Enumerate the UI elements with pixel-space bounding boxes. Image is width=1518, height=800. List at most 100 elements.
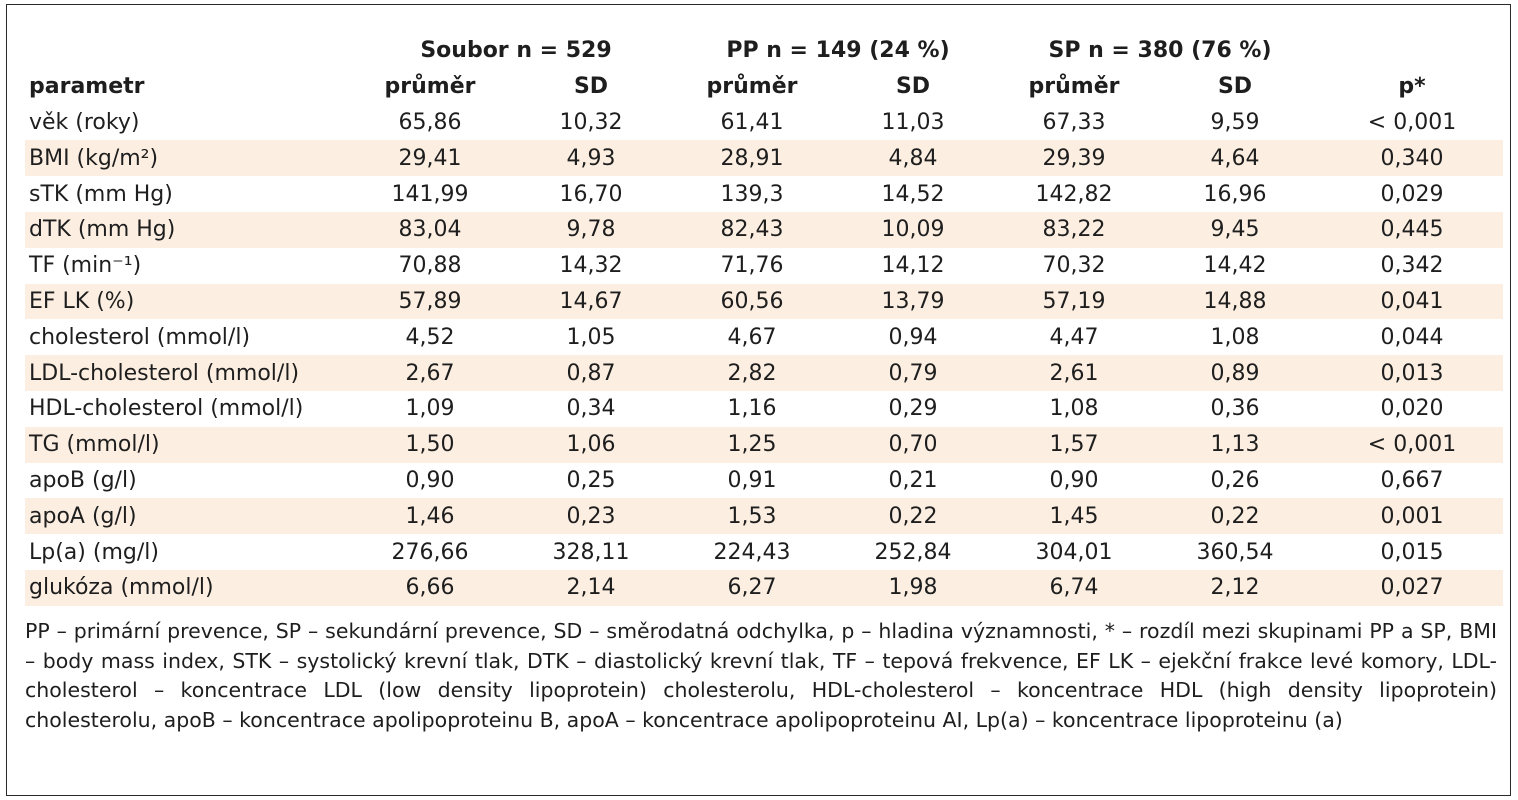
cell-sd-sp: 2,12 <box>1149 569 1321 606</box>
cell-prumer-soubor: 6,66 <box>355 569 505 606</box>
cell-prumer-soubor: 141,99 <box>391 181 469 207</box>
cell-prumer-sp: 70,32 <box>1042 253 1106 279</box>
row-label: dTK (mm Hg) <box>25 211 355 248</box>
cell-prumer-soubor: 0,90 <box>405 467 455 493</box>
cell-sd-pp: 13,79 <box>827 283 999 320</box>
cell-sd-pp: 0,29 <box>888 396 938 422</box>
table-row: Lp(a) (mg/l) 276,66 328,11 224,43 252,84 304,… <box>25 534 1503 570</box>
cell-sd-sp: 9,45 <box>1149 211 1321 248</box>
cell-sd-soubor: 14,32 <box>559 253 623 279</box>
table-row: LDL-cholesterol (mmol/l) 2,67 0,87 2,82 0,79… <box>25 355 1503 391</box>
column-header-prumer-sp: průměr <box>1028 74 1120 100</box>
column-header-prumer-pp: průměr <box>706 74 798 100</box>
row-label: glukóza (mmol/l) <box>25 569 355 606</box>
table-row: apoA (g/l) 1,46 0,23 1,53 0,22 1,45 0,22 0,001 <box>25 498 1503 535</box>
table-row: TG (mmol/l) 1,50 1,06 1,25 0,70 1,57 1,13 < 0,0… <box>25 426 1503 463</box>
cell-sd-soubor: 10,32 <box>559 109 623 135</box>
cell-prumer-sp: 1,57 <box>999 426 1149 463</box>
cell-prumer-pp: 1,53 <box>677 498 827 535</box>
table-row: věk (roky) 65,86 10,32 61,41 11,03 67,33 9,59 <… <box>25 105 1503 141</box>
cell-prumer-pp: 61,41 <box>720 109 784 135</box>
data-table: Soubor n = 529 PP n = 149 (24 %) SP n = … <box>25 33 1503 606</box>
cell-sd-soubor: 14,67 <box>505 283 677 320</box>
cell-prumer-soubor: 2,67 <box>355 355 505 391</box>
cell-p-value: 0,041 <box>1321 283 1503 320</box>
column-header-p: p* <box>1398 74 1426 100</box>
cell-prumer-soubor: 1,46 <box>355 498 505 535</box>
cell-prumer-soubor: 1,50 <box>355 426 505 463</box>
group-header-row: Soubor n = 529 PP n = 149 (24 %) SP n = … <box>25 33 1503 69</box>
table-row: sTK (mm Hg) 141,99 16,70 139,3 14,52 142,82 16… <box>25 176 1503 212</box>
cell-sd-sp: 9,59 <box>1210 109 1260 135</box>
cell-sd-soubor: 1,05 <box>566 324 616 350</box>
row-label: HDL-cholesterol (mmol/l) <box>29 396 304 422</box>
cell-prumer-pp: 6,27 <box>677 569 827 606</box>
cell-sd-soubor: 2,14 <box>505 569 677 606</box>
cell-sd-sp: 14,42 <box>1203 253 1267 279</box>
table-frame: Soubor n = 529 PP n = 149 (24 %) SP n = … <box>6 4 1511 796</box>
cell-prumer-soubor: 276,66 <box>391 539 469 565</box>
column-header-parametr: parametr <box>29 74 145 100</box>
cell-prumer-pp: 1,25 <box>677 426 827 463</box>
table-row: cholesterol (mmol/l) 4,52 1,05 4,67 0,94 4,47… <box>25 319 1503 355</box>
column-header-sd-sp: SD <box>1217 74 1253 100</box>
cell-p-value: 0,029 <box>1380 181 1444 207</box>
group-header-empty <box>25 33 355 69</box>
cell-p-value: 0,013 <box>1321 355 1503 391</box>
cell-sd-pp: 4,84 <box>827 140 999 177</box>
cell-sd-soubor: 9,78 <box>505 211 677 248</box>
row-label: Lp(a) (mg/l) <box>29 539 159 565</box>
cell-sd-pp: 1,98 <box>827 569 999 606</box>
cell-p-value: 0,001 <box>1321 498 1503 535</box>
column-header-sd-pp: SD <box>895 74 931 100</box>
cell-prumer-sp: 2,61 <box>999 355 1149 391</box>
table-row: BMI (kg/m²) 29,41 4,93 28,91 4,84 29,39 4,64 0,… <box>25 140 1503 177</box>
cell-prumer-sp: 1,45 <box>999 498 1149 535</box>
row-label: věk (roky) <box>29 109 140 135</box>
column-header-row: parametr průměr SD průměr SD průměr SD p… <box>25 69 1503 105</box>
cell-sd-pp: 14,52 <box>881 181 945 207</box>
cell-prumer-soubor: 57,89 <box>355 283 505 320</box>
cell-p-value: < 0,001 <box>1321 426 1503 463</box>
cell-prumer-sp: 67,33 <box>1042 109 1106 135</box>
cell-sd-pp: 11,03 <box>881 109 945 135</box>
row-label: EF LK (%) <box>25 283 355 320</box>
table-row: EF LK (%) 57,89 14,67 60,56 13,79 57,19 14,88 0… <box>25 283 1503 320</box>
row-label: sTK (mm Hg) <box>29 181 173 207</box>
cell-prumer-pp: 139,3 <box>720 181 784 207</box>
cell-prumer-pp: 4,67 <box>727 324 777 350</box>
table-body: věk (roky) 65,86 10,32 61,41 11,03 67,33 9,59 <… <box>25 105 1503 606</box>
group-header-p-empty <box>1321 33 1503 69</box>
table-row: HDL-cholesterol (mmol/l) 1,09 0,34 1,16 0,29… <box>25 391 1503 427</box>
cell-sd-sp: 0,89 <box>1149 355 1321 391</box>
cell-prumer-sp: 83,22 <box>999 211 1149 248</box>
cell-sd-pp: 0,22 <box>827 498 999 535</box>
cell-sd-sp: 4,64 <box>1149 140 1321 177</box>
row-label: cholesterol (mmol/l) <box>29 324 251 350</box>
cell-p-value: 0,342 <box>1380 253 1444 279</box>
cell-prumer-soubor: 4,52 <box>405 324 455 350</box>
cell-p-value: 0,445 <box>1321 211 1503 248</box>
cell-prumer-pp: 1,16 <box>727 396 777 422</box>
row-label: apoA (g/l) <box>25 498 355 535</box>
table-row: TF (min⁻¹) 70,88 14,32 71,76 14,12 70,32 14,42… <box>25 248 1503 284</box>
cell-sd-sp: 1,13 <box>1149 426 1321 463</box>
cell-sd-pp: 10,09 <box>827 211 999 248</box>
cell-sd-pp: 0,21 <box>888 467 938 493</box>
cell-sd-soubor: 0,25 <box>566 467 616 493</box>
cell-prumer-pp: 224,43 <box>713 539 791 565</box>
cell-sd-pp: 0,94 <box>888 324 938 350</box>
cell-p-value: 0,667 <box>1380 467 1444 493</box>
cell-sd-soubor: 0,23 <box>505 498 677 535</box>
row-label: TF (min⁻¹) <box>29 253 142 279</box>
cell-p-value: 0,020 <box>1380 396 1444 422</box>
cell-sd-sp: 14,88 <box>1149 283 1321 320</box>
cell-sd-pp: 0,70 <box>827 426 999 463</box>
cell-prumer-sp: 304,01 <box>1035 539 1113 565</box>
column-header-prumer-soubor: průměr <box>384 74 476 100</box>
row-label: LDL-cholesterol (mmol/l) <box>25 355 355 391</box>
cell-prumer-sp: 0,90 <box>1049 467 1099 493</box>
cell-prumer-sp: 4,47 <box>1049 324 1099 350</box>
cell-prumer-pp: 60,56 <box>677 283 827 320</box>
cell-sd-soubor: 16,70 <box>559 181 623 207</box>
